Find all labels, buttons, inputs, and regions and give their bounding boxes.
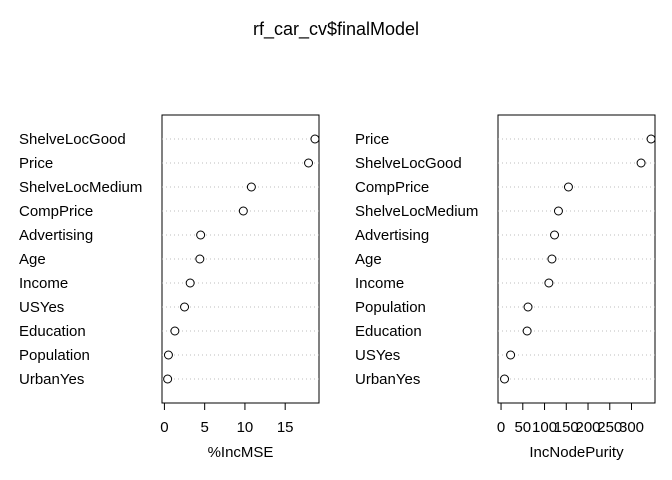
panel-0-tick-label: 5 — [200, 419, 208, 436]
panel-0-tick-label: 15 — [277, 419, 294, 436]
panel-0-point — [180, 302, 190, 312]
panel-0-point — [185, 278, 195, 288]
panel-1-tick-label: 250 — [597, 419, 622, 436]
panel-0-row-label: ShelveLocGood — [19, 131, 126, 148]
panel-0-point — [163, 374, 173, 384]
panel-1-row-label: Education — [355, 323, 422, 340]
panel-1-frame — [497, 114, 656, 404]
chart-title: rf_car_cv$finalModel — [253, 19, 419, 40]
panel-1-point — [500, 374, 510, 384]
panel-0-point — [304, 158, 314, 168]
panel-1-point — [523, 302, 533, 312]
panel-0-row-label: Education — [19, 323, 86, 340]
panel-0-row-label: Population — [19, 347, 90, 364]
panel-0-point — [195, 254, 205, 264]
panel-0-point — [246, 182, 256, 192]
panel-1-row-label: Income — [355, 275, 404, 292]
panel-0-point — [238, 206, 248, 216]
panel-1-point — [547, 254, 557, 264]
panel-0-x-label: %IncMSE — [208, 444, 274, 461]
panel-0-row-label: Income — [19, 275, 68, 292]
panel-0-row-label: Advertising — [19, 227, 93, 244]
panel-1-tick-label: 200 — [576, 419, 601, 436]
panel-1-row-label: ShelveLocMedium — [355, 203, 478, 220]
panel-1-row-label: USYes — [355, 347, 400, 364]
panel-0-point — [196, 230, 206, 240]
panel-1-row-label: Population — [355, 299, 426, 316]
panel-0-row-label: Price — [19, 155, 53, 172]
panel-1-tick-label: 100 — [532, 419, 557, 436]
panel-1-point — [544, 278, 554, 288]
panel-0-row-label: UrbanYes — [19, 371, 84, 388]
panel-1-point — [522, 326, 532, 336]
panel-1-row-label: Price — [355, 131, 389, 148]
panel-0-frame — [161, 114, 320, 404]
panel-0-row-label: Age — [19, 251, 46, 268]
panel-1-point — [563, 182, 573, 192]
panel-1-tick-label: 150 — [554, 419, 579, 436]
panel-1-tick-label: 300 — [619, 419, 644, 436]
panel-0-point — [163, 350, 173, 360]
panel-0-row-label: CompPrice — [19, 203, 93, 220]
panel-1-tick-label: 50 — [514, 419, 531, 436]
panel-1-row-label: UrbanYes — [355, 371, 420, 388]
panel-0-point — [310, 134, 320, 144]
panel-1-point — [636, 158, 646, 168]
panel-1-point — [646, 134, 656, 144]
panel-1-row-label: Advertising — [355, 227, 429, 244]
panel-1-row-label: CompPrice — [355, 179, 429, 196]
panel-1-row-label: ShelveLocGood — [355, 155, 462, 172]
panel-1-x-label: IncNodePurity — [529, 444, 624, 461]
panel-0-row-label: ShelveLocMedium — [19, 179, 142, 196]
panel-1-point — [506, 350, 516, 360]
panel-1-tick-label: 0 — [497, 419, 505, 436]
panel-0-point — [170, 326, 180, 336]
panel-0-tick-label: 0 — [160, 419, 168, 436]
panel-0-tick-label: 10 — [237, 419, 254, 436]
panel-1-point — [553, 206, 563, 216]
panel-0-row-label: USYes — [19, 299, 64, 316]
panel-1-row-label: Age — [355, 251, 382, 268]
panel-1-point — [550, 230, 560, 240]
